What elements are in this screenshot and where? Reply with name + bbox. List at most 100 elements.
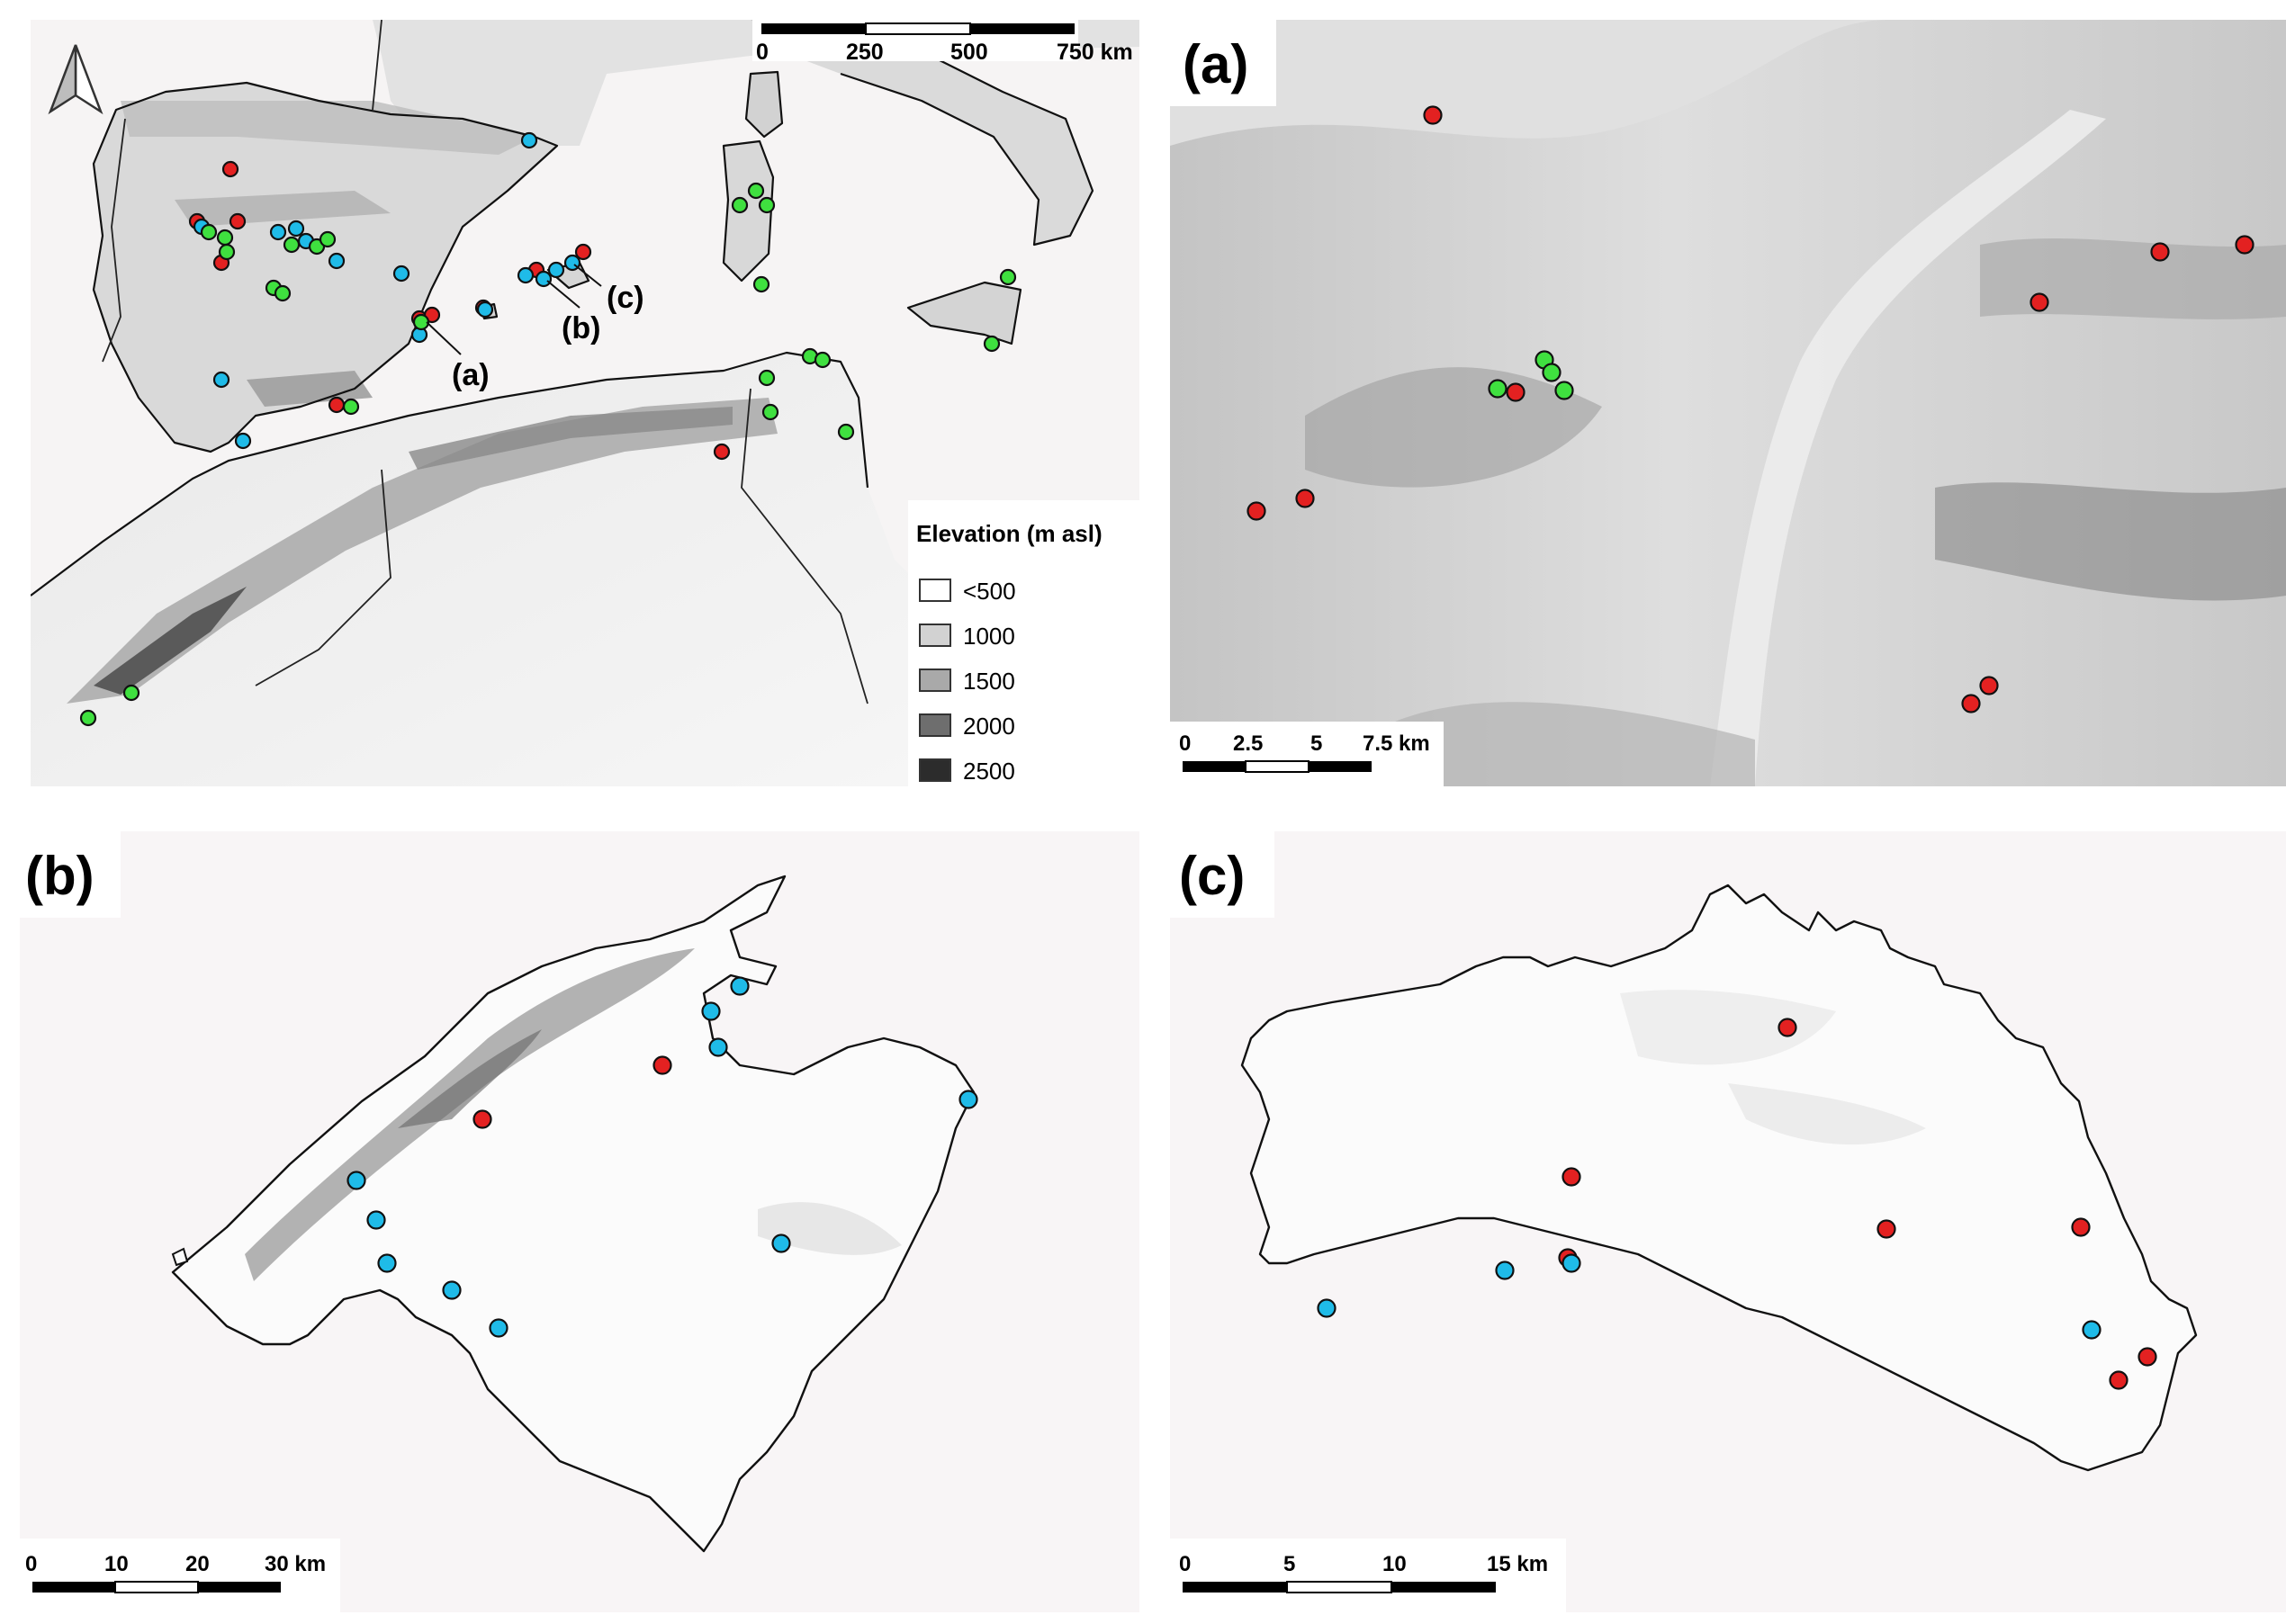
- site-point-blue: [328, 252, 346, 270]
- site-point-green: [731, 196, 749, 214]
- terrain-ridge: [1980, 238, 2286, 319]
- mallorca-island: [171, 875, 976, 1553]
- france-landmass: [373, 20, 1139, 164]
- legend-label-500: <500: [963, 578, 1016, 605]
- site-point-green: [218, 243, 236, 261]
- site-point-green: [837, 423, 855, 441]
- site-point-red: [1778, 1018, 1797, 1037]
- site-point-green: [1542, 363, 1562, 382]
- sardinia: [724, 141, 773, 281]
- panel-c: (c) 0 5 10 15 km: [1170, 831, 2286, 1612]
- site-point-blue: [476, 301, 494, 319]
- site-point-green: [216, 229, 234, 247]
- overview-scale-bar: 0 250 500 750 km: [752, 20, 1133, 65]
- site-point-red: [713, 443, 731, 461]
- panel-c-site-points: [1317, 1018, 2157, 1390]
- site-point-blue: [346, 1171, 366, 1190]
- callout-a: (a): [452, 358, 490, 392]
- north-arrow-icon: [48, 44, 104, 115]
- panel-b: (b) 0 10 20 30 km: [20, 831, 1139, 1612]
- callout-c-leader: [573, 264, 602, 287]
- site-point-blue: [535, 270, 553, 288]
- legend-swatch-500: [919, 579, 951, 602]
- site-point-green: [283, 236, 301, 254]
- overview-scale-label-0: 0: [756, 40, 769, 65]
- site-point-green: [999, 268, 1017, 286]
- site-point-green: [983, 335, 1001, 353]
- site-point-red: [574, 243, 592, 261]
- panel-a-label: (a): [1183, 34, 1248, 94]
- site-point-red: [1295, 489, 1315, 508]
- site-point-green: [1554, 381, 1574, 400]
- site-point-red: [472, 1109, 492, 1129]
- panel-c-scale-label-10: 10: [1382, 1552, 1407, 1576]
- site-point-blue: [442, 1280, 462, 1300]
- site-point-blue: [1562, 1253, 1581, 1273]
- iberia-mountains-north: [121, 101, 535, 155]
- site-point-green: [79, 709, 97, 727]
- site-point-red: [2150, 242, 2170, 262]
- site-point-blue: [234, 432, 252, 450]
- site-point-green: [761, 403, 779, 421]
- site-point-blue: [520, 131, 538, 149]
- panel-a-scale-label-0: 0: [1179, 731, 1191, 756]
- legend-swatch-2000: [919, 713, 951, 737]
- site-point-green: [752, 275, 770, 293]
- panel-a-scale-bar: 0 2.5 5 7.5 km: [1170, 722, 1444, 786]
- panel-c-scale-label-0: 0: [1179, 1552, 1191, 1576]
- tramuntana-mountains: [245, 948, 695, 1281]
- site-point-blue: [269, 223, 287, 241]
- callout-b: (b): [562, 311, 600, 345]
- panel-c-scale-label-5: 5: [1283, 1552, 1295, 1576]
- site-point-blue: [771, 1234, 791, 1253]
- site-point-blue: [377, 1253, 397, 1273]
- dragonera-island: [171, 1247, 189, 1267]
- site-point-blue: [958, 1090, 978, 1109]
- site-point-red: [1979, 676, 1999, 695]
- site-point-blue: [708, 1037, 728, 1057]
- legend-label-2000: 2000: [963, 713, 1015, 740]
- site-point-blue: [730, 976, 750, 996]
- overview-scale-label-750: 750 km: [1057, 40, 1133, 65]
- site-point-blue: [2082, 1320, 2102, 1340]
- site-point-blue: [701, 1001, 721, 1021]
- panel-a: (a) 0 2.5 5 7.5 km: [1170, 20, 2286, 786]
- site-point-red: [1506, 382, 1526, 402]
- panel-a-site-points: [1246, 105, 2254, 713]
- panel-c-scale-label-15: 15 km: [1487, 1552, 1548, 1576]
- site-point-blue: [489, 1318, 508, 1338]
- legend-title: Elevation (m asl): [916, 520, 1102, 547]
- site-point-green: [814, 351, 832, 369]
- legend-swatch-2500: [919, 758, 951, 782]
- sicily: [908, 283, 1021, 344]
- site-point-red: [221, 160, 239, 178]
- callout-b-leader: [546, 280, 580, 309]
- site-point-green: [412, 313, 430, 331]
- site-point-blue: [392, 265, 410, 283]
- site-point-red: [1961, 694, 1981, 713]
- legend-swatch-1500: [919, 668, 951, 692]
- panel-b-scale-label-0: 0: [25, 1552, 37, 1576]
- terrain-ridge: [1935, 482, 2286, 601]
- terrain-ridge: [1170, 20, 1890, 146]
- site-point-green: [747, 182, 765, 200]
- terrain-ridge: [1305, 367, 1602, 488]
- mallorca-lowland-relief: [758, 1202, 902, 1255]
- panel-b-scale-label-30: 30 km: [265, 1552, 326, 1576]
- site-point-green: [122, 684, 140, 702]
- panel-b-site-points: [346, 976, 978, 1338]
- site-point-red: [2109, 1370, 2128, 1390]
- iberia-central-range: [175, 191, 391, 227]
- site-point-green: [1488, 379, 1508, 399]
- legend-label-1000: 1000: [963, 623, 1015, 650]
- site-point-blue: [212, 371, 230, 389]
- site-point-red: [652, 1055, 672, 1075]
- site-point-blue: [547, 261, 565, 279]
- site-point-red: [1246, 501, 1266, 521]
- callout-c: (c): [607, 281, 644, 315]
- legend-label-2500: 2500: [963, 758, 1015, 785]
- elevation-legend: Elevation (m asl) <500 1000 1500 2000 25…: [908, 500, 1139, 786]
- sierra-nevada: [247, 371, 373, 407]
- site-point-green: [758, 196, 776, 214]
- legend-swatch-1000: [919, 624, 951, 647]
